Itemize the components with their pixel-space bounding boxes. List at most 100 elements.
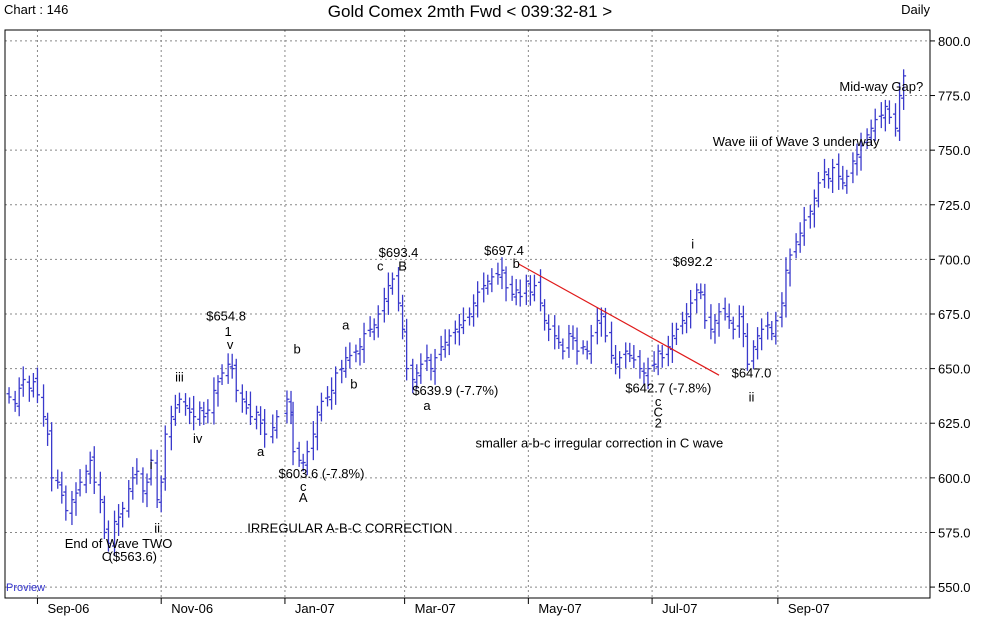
y-tick-label: 800.0 xyxy=(938,34,971,49)
wave-annotation: 2 xyxy=(655,416,662,431)
price-bar xyxy=(432,348,438,385)
wave-annotation: iii xyxy=(175,370,184,385)
price-bar xyxy=(617,351,623,379)
price-bar xyxy=(187,397,193,425)
price-bar xyxy=(580,340,586,355)
price-bar xyxy=(87,451,93,484)
price-bar xyxy=(765,311,771,340)
price-bar xyxy=(418,353,424,384)
price-bar xyxy=(83,464,89,494)
price-bar xyxy=(886,100,892,124)
price-bar xyxy=(310,421,316,461)
price-bar xyxy=(566,324,572,358)
price-bar xyxy=(509,275,515,301)
price-bar xyxy=(655,344,661,376)
price-bar xyxy=(274,410,280,439)
price-bar xyxy=(247,391,253,425)
price-bar xyxy=(211,377,217,425)
price-bar xyxy=(126,480,132,518)
price-bar xyxy=(45,412,51,446)
price-bar xyxy=(396,267,402,312)
price-bar xyxy=(688,289,694,329)
price-bar xyxy=(20,366,26,397)
price-bar xyxy=(779,292,785,328)
price-bar xyxy=(665,335,671,367)
price-bar xyxy=(389,272,395,295)
wave-annotation: i xyxy=(150,457,153,472)
wave-annotation: a xyxy=(257,444,265,459)
price-bar xyxy=(787,248,793,287)
wave-annotation: c xyxy=(655,394,662,409)
price-bar xyxy=(410,358,416,394)
price-bar xyxy=(736,305,742,338)
price-bar xyxy=(158,475,164,513)
price-bar xyxy=(284,390,290,424)
price-bar xyxy=(836,153,842,190)
price-bar xyxy=(233,358,239,403)
price-bar xyxy=(176,392,182,413)
resistance-trendline xyxy=(517,263,720,376)
price-bar xyxy=(134,458,140,485)
price-bar xyxy=(722,297,728,321)
price-bar xyxy=(144,473,150,508)
price-bar xyxy=(872,108,878,141)
price-bar xyxy=(91,446,97,495)
price-bar xyxy=(694,283,700,314)
price-bar xyxy=(641,362,647,385)
price-bar xyxy=(531,274,537,302)
price-bar xyxy=(594,307,600,345)
wave-annotation: b xyxy=(350,376,357,391)
price-bar xyxy=(712,314,718,344)
wave-annotation: smaller a-b-c irregular correction in C … xyxy=(475,435,723,450)
wave-annotation: $642.7 (-7.8%) xyxy=(625,381,711,396)
price-bar xyxy=(499,257,505,290)
x-tick-label: Mar-07 xyxy=(415,601,456,616)
price-bar xyxy=(613,345,619,375)
price-bar xyxy=(854,143,860,176)
price-bar xyxy=(751,340,757,370)
price-bar xyxy=(438,335,444,361)
y-tick-label: 725.0 xyxy=(938,198,971,213)
price-bar xyxy=(755,327,761,360)
price-bar xyxy=(116,504,122,536)
wave-annotation: b xyxy=(513,256,520,271)
price-bar xyxy=(296,441,302,467)
price-bar xyxy=(290,401,296,466)
x-tick-label: Jan-07 xyxy=(295,601,335,616)
y-axis: 550.0 575.0 600.0 625.0 650.0 675.0 700.0 725.0… xyxy=(930,34,971,595)
wave-annotation: C xyxy=(102,549,111,564)
price-bar xyxy=(270,414,276,444)
wave-annotation: $603.6 (-7.8%) xyxy=(278,466,364,481)
wave-annotation: Mid-way Gap? xyxy=(839,79,923,94)
price-bar xyxy=(154,449,160,508)
price-bar xyxy=(112,510,118,557)
wave-annotation: $692.2 xyxy=(673,254,713,269)
price-bar xyxy=(258,406,264,436)
y-tick-label: 650.0 xyxy=(938,362,971,377)
price-bar xyxy=(400,294,406,340)
price-bar xyxy=(130,466,136,500)
price-bar xyxy=(205,399,211,424)
price-bar xyxy=(680,311,686,335)
wave-annotation: b xyxy=(293,341,300,356)
price-bar xyxy=(318,392,324,422)
price-bar xyxy=(428,353,434,381)
price-bar xyxy=(314,405,320,451)
price-bar xyxy=(815,172,821,208)
price-bar xyxy=(481,272,487,303)
price-bar xyxy=(546,314,552,342)
price-bar xyxy=(59,471,65,504)
price-bar xyxy=(375,305,381,338)
price-bar xyxy=(844,169,850,194)
price-bar xyxy=(262,409,268,448)
price-bars xyxy=(6,69,907,557)
wave-annotation: C xyxy=(653,405,662,420)
price-bar xyxy=(191,395,197,431)
price-bar xyxy=(822,158,828,188)
price-bar xyxy=(830,158,836,193)
price-bar xyxy=(673,322,679,346)
price-bar xyxy=(698,283,704,300)
price-bar xyxy=(769,320,775,341)
price-bar xyxy=(404,318,410,381)
